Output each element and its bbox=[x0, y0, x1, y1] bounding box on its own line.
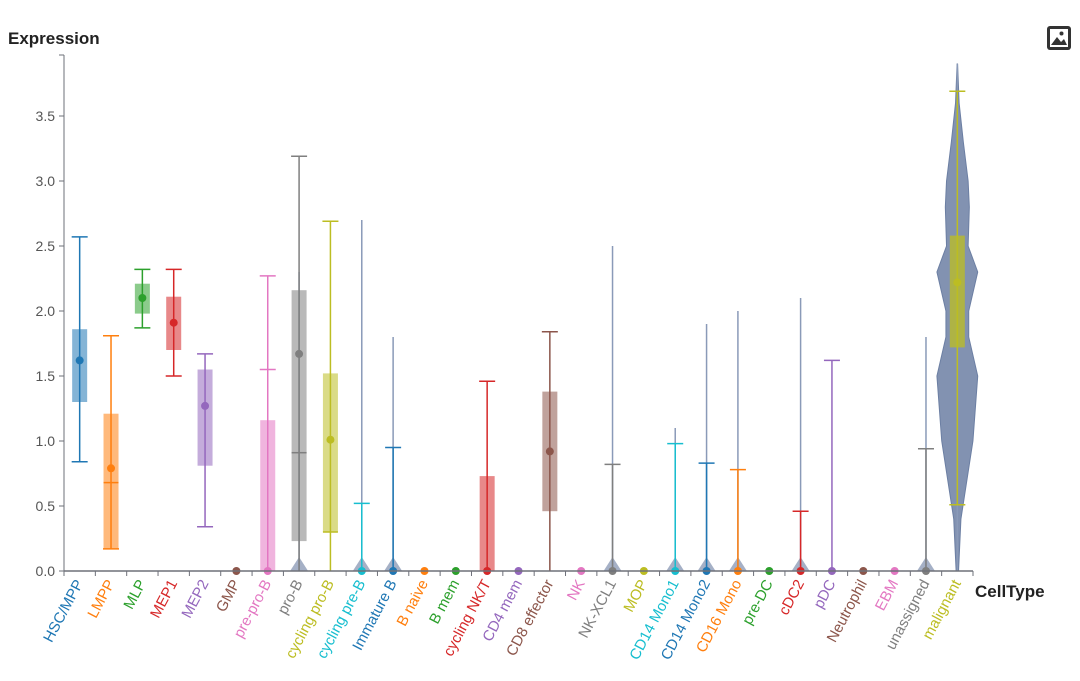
y-axis: 0.0 0.5 1.0 1.5 2.0 2.5 3.0 3.5 bbox=[36, 54, 65, 579]
box bbox=[72, 329, 88, 402]
category-group bbox=[71, 236, 88, 463]
box bbox=[197, 369, 213, 466]
category-label: MLP bbox=[120, 577, 149, 612]
category-group bbox=[823, 359, 840, 575]
box bbox=[949, 235, 965, 348]
category-group bbox=[698, 462, 715, 575]
category-label: HSC/MPP bbox=[40, 577, 87, 645]
y-axis-title: Expression bbox=[8, 29, 100, 48]
category-group bbox=[134, 268, 151, 329]
box bbox=[479, 476, 495, 571]
category-group bbox=[165, 268, 182, 377]
mean-point bbox=[138, 294, 147, 302]
category-group bbox=[667, 442, 684, 575]
category-group bbox=[917, 448, 934, 575]
box-layer bbox=[71, 90, 966, 575]
mean-point bbox=[201, 401, 210, 410]
category-group bbox=[385, 446, 402, 575]
y-tick-label: 1.5 bbox=[36, 368, 56, 384]
category-group bbox=[353, 502, 370, 575]
category-group bbox=[604, 463, 621, 575]
image-save-icon[interactable] bbox=[1046, 25, 1072, 51]
category-label: GMP bbox=[213, 577, 244, 615]
category-label: LMPP bbox=[84, 577, 118, 621]
category-label: pro-B bbox=[274, 577, 306, 617]
mean-point bbox=[107, 464, 116, 473]
x-axis-title: CellType bbox=[975, 582, 1045, 601]
category-label: EBM bbox=[872, 577, 902, 614]
category-group bbox=[792, 510, 809, 575]
category-label: MOP bbox=[620, 577, 651, 615]
category-group bbox=[259, 275, 276, 575]
y-tick-label: 0.5 bbox=[36, 498, 56, 514]
category-label: MEP2 bbox=[178, 577, 212, 621]
y-tick-label: 2.5 bbox=[36, 238, 56, 254]
category-label: pre-DC bbox=[739, 577, 777, 628]
y-tick-label: 3.5 bbox=[36, 108, 56, 124]
category-label: pDC bbox=[810, 577, 839, 612]
category-group bbox=[322, 220, 339, 571]
y-tick-label: 1.0 bbox=[36, 433, 56, 449]
mean-point bbox=[326, 435, 335, 444]
box bbox=[322, 373, 338, 532]
mean-point bbox=[545, 447, 554, 456]
mean-point bbox=[169, 318, 178, 327]
box bbox=[291, 290, 307, 542]
category-group bbox=[541, 331, 558, 571]
category-group bbox=[729, 468, 746, 575]
category-group bbox=[949, 90, 966, 506]
category-label: MEP1 bbox=[147, 577, 181, 621]
mean-point bbox=[953, 278, 962, 287]
category-label: cDC2 bbox=[776, 577, 809, 618]
y-tick-label: 3.0 bbox=[36, 173, 56, 189]
y-tick-label: 2.0 bbox=[36, 303, 56, 319]
y-tick-label: 0.0 bbox=[36, 563, 56, 579]
box bbox=[103, 413, 119, 549]
category-label: NK bbox=[564, 577, 589, 603]
mean-point bbox=[75, 356, 84, 365]
category-group bbox=[103, 334, 120, 550]
category-group bbox=[291, 155, 308, 571]
category-group bbox=[197, 353, 214, 528]
mean-point bbox=[295, 349, 304, 358]
category-group bbox=[479, 380, 496, 575]
box bbox=[260, 420, 276, 571]
